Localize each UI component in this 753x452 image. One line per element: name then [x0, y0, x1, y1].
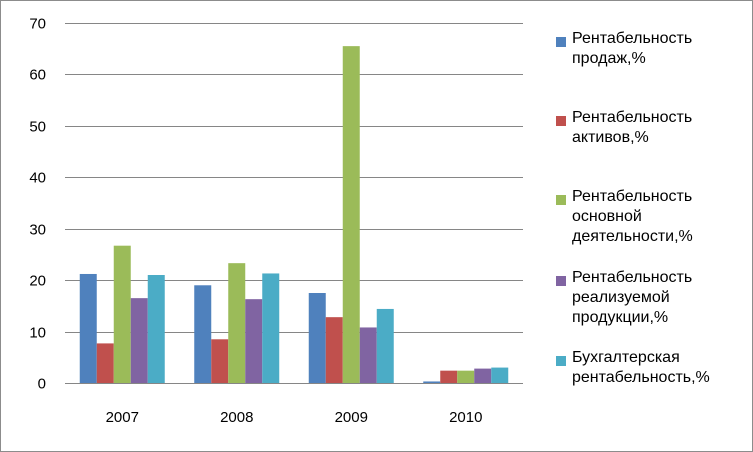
y-tick-label: 50 — [29, 119, 46, 136]
legend-swatch — [556, 195, 566, 205]
bar — [359, 327, 377, 383]
x-tick-label: 2009 — [335, 409, 368, 426]
bar — [491, 367, 509, 383]
legend-swatch — [556, 356, 566, 366]
bar — [130, 298, 148, 383]
legend-swatch — [556, 116, 566, 126]
y-tick-label: 30 — [29, 222, 46, 239]
bar — [423, 381, 441, 383]
bar — [228, 263, 246, 383]
bar — [194, 285, 212, 383]
bar — [262, 273, 280, 383]
bar — [211, 339, 229, 383]
y-tick-label: 60 — [29, 67, 46, 84]
bar — [376, 308, 394, 383]
legend-swatch — [556, 276, 566, 286]
bar — [79, 273, 97, 383]
x-tick-label: 2010 — [449, 409, 482, 426]
bar — [457, 370, 475, 383]
bar — [113, 245, 131, 383]
bar — [474, 368, 492, 383]
legend-label: Рентабельность реализуемой продукции,% — [572, 269, 693, 326]
y-tick-label: 70 — [29, 16, 46, 33]
bars — [79, 46, 509, 384]
legend-label: Бухгалтерская рентабельность,% — [572, 349, 710, 386]
y-tick-label: 10 — [29, 325, 46, 342]
legend-label: Рентабельность активов,% — [572, 109, 693, 146]
x-axis-ticks: 2007 2008 2009 2010 — [106, 409, 483, 426]
bar — [440, 370, 458, 383]
y-axis-ticks: 0 10 20 30 40 50 60 70 — [29, 16, 46, 393]
bar — [342, 46, 360, 384]
y-tick-label: 0 — [38, 376, 46, 393]
y-tick-label: 40 — [29, 170, 46, 187]
bar — [96, 343, 114, 383]
gridlines — [65, 23, 523, 333]
legend-label: Рентабельность продаж,% — [572, 30, 693, 67]
x-tick-label: 2008 — [220, 409, 253, 426]
y-tick-label: 20 — [29, 273, 46, 290]
legend-swatch — [556, 37, 566, 47]
bar — [325, 317, 343, 383]
x-tick-label: 2007 — [106, 409, 139, 426]
bar — [308, 293, 326, 383]
bar — [147, 275, 165, 383]
bar — [245, 299, 263, 383]
legend-label: Рентабельность основной деятельности,% — [572, 188, 693, 245]
